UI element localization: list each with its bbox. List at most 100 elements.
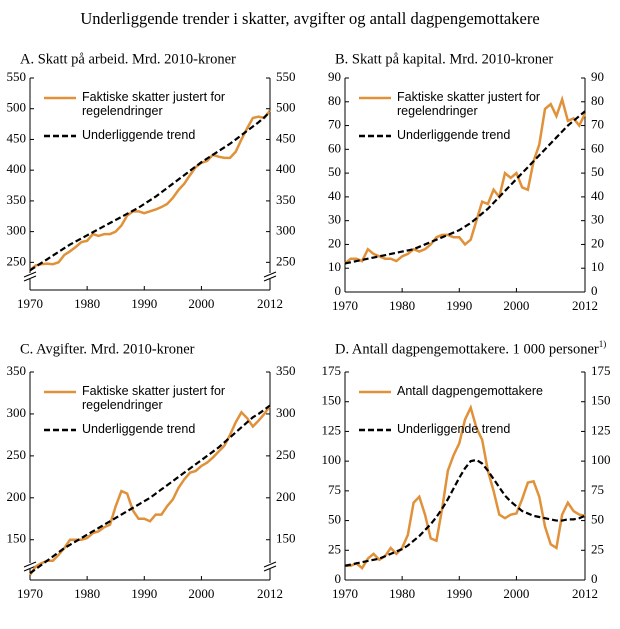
y2-tick-label: 80 — [591, 93, 604, 108]
figure-title: Underliggende trender i skatter, avgifte… — [80, 9, 539, 28]
x-tick-label: 2012 — [572, 298, 598, 313]
x-tick-label: 1980 — [74, 586, 100, 601]
y2-tick-label: 90 — [591, 69, 604, 84]
panel-title: B. Skatt på kapital. Mrd. 2010-kroner — [335, 51, 553, 67]
x-tick-label: 2000 — [188, 586, 214, 601]
y2-tick-label: 10 — [591, 259, 604, 274]
x-tick-label: 1970 — [332, 586, 358, 601]
y2-tick-label: 60 — [591, 140, 604, 155]
x-tick-label: 2000 — [503, 298, 529, 313]
x-tick-label: 1990 — [131, 586, 157, 601]
y2-tick-label: 50 — [591, 164, 604, 179]
y-tick-label: 0 — [335, 571, 342, 586]
x-tick-label: 2012 — [257, 586, 283, 601]
legend-entry: Underliggende trend — [397, 422, 511, 436]
axis-break — [263, 561, 277, 568]
y2-tick-label: 75 — [591, 482, 604, 497]
y-tick-label: 10 — [328, 259, 341, 274]
legend-label: Faktiske skatter justert for regelendrin… — [82, 90, 226, 118]
y2-tick-label: 350 — [276, 192, 296, 207]
y2-tick-label: 50 — [591, 512, 604, 527]
legend-label: Underliggende trend — [397, 128, 511, 142]
y2-tick-label: 100 — [591, 452, 611, 467]
legend-label: Faktiske skatter justert for regelendrin… — [82, 384, 226, 412]
y2-tick-label: 30 — [591, 212, 604, 227]
x-tick-label: 1970 — [332, 298, 358, 313]
legend-label: Underliggende trend — [82, 422, 196, 436]
legend-entry: Antall dagpengemottakere — [397, 384, 543, 398]
legend-label: Underliggende trend — [82, 128, 196, 142]
y2-tick-label: 70 — [591, 117, 604, 132]
axis-break-gap — [264, 273, 276, 279]
y2-tick-label: 450 — [276, 130, 296, 145]
legend-entry: Faktiske skatter justert for regelendrin… — [82, 90, 226, 118]
y-tick-label: 25 — [328, 541, 341, 556]
axis-break — [23, 275, 37, 282]
y2-tick-label: 200 — [276, 489, 296, 504]
y2-tick-label: 550 — [276, 69, 296, 84]
axis-break-gap — [24, 563, 36, 569]
legend-entry: Faktiske skatter justert for regelendrin… — [397, 90, 541, 118]
y2-tick-label: 25 — [591, 541, 604, 556]
x-tick-label: 2000 — [188, 296, 214, 311]
x-tick-label: 2012 — [257, 296, 283, 311]
y2-tick-label: 175 — [591, 363, 611, 378]
series-line — [344, 458, 586, 567]
y-tick-label: 400 — [7, 161, 27, 176]
axis-break — [23, 561, 37, 568]
y2-tick-label: 150 — [591, 393, 611, 408]
y2-tick-label: 350 — [276, 363, 296, 378]
y-tick-label: 175 — [322, 363, 342, 378]
axis-break — [23, 271, 37, 278]
y-tick-label: 20 — [328, 235, 341, 250]
axis-break — [23, 565, 37, 572]
y2-tick-label: 0 — [591, 571, 598, 586]
y2-tick-label: 300 — [276, 223, 296, 238]
x-tick-label: 1990 — [131, 296, 157, 311]
y-tick-label: 125 — [322, 422, 342, 437]
y2-tick-label: 0 — [591, 283, 598, 298]
legend-entry: Underliggende trend — [82, 422, 196, 436]
y-tick-label: 350 — [7, 363, 27, 378]
y-tick-label: 75 — [328, 482, 341, 497]
y-tick-label: 0 — [335, 283, 342, 298]
series-line — [28, 404, 272, 576]
y-tick-label: 100 — [322, 452, 342, 467]
series-line — [29, 404, 271, 575]
x-tick-label: 1980 — [389, 586, 415, 601]
legend-label: Faktiske skatter justert for regelendrin… — [397, 90, 541, 118]
y-tick-label: 350 — [7, 192, 27, 207]
y-tick-label: 90 — [328, 69, 341, 84]
y-tick-label: 200 — [7, 489, 27, 504]
x-tick-label: 1970 — [17, 296, 43, 311]
panel-title: D. Antall dagpengemottakere. 1 000 perso… — [335, 339, 606, 357]
y-tick-label: 150 — [322, 393, 342, 408]
legend-label: Underliggende trend — [397, 422, 511, 436]
x-tick-label: 1990 — [446, 586, 472, 601]
panel-title: A. Skatt på arbeid. Mrd. 2010-kroner — [20, 51, 236, 67]
y2-tick-label: 150 — [276, 531, 296, 546]
axis-break — [263, 271, 277, 278]
y2-tick-label: 125 — [591, 422, 611, 437]
y-tick-label: 500 — [7, 100, 27, 115]
y2-tick-label: 250 — [276, 253, 296, 268]
y-tick-label: 550 — [7, 69, 27, 84]
legend-entry: Underliggende trend — [397, 128, 511, 142]
x-tick-label: 1980 — [74, 296, 100, 311]
x-tick-label: 2000 — [503, 586, 529, 601]
axis-break-gap — [264, 563, 276, 569]
axis-break-gap — [24, 273, 36, 279]
x-tick-label: 1980 — [389, 298, 415, 313]
series-line — [29, 109, 271, 272]
y2-tick-label: 40 — [591, 188, 604, 203]
y-tick-label: 250 — [7, 447, 27, 462]
x-tick-label: 1970 — [17, 586, 43, 601]
y-tick-label: 50 — [328, 512, 341, 527]
legend-label: Antall dagpengemottakere — [397, 384, 543, 398]
series-line — [29, 111, 271, 272]
x-tick-label: 1990 — [446, 298, 472, 313]
y2-tick-label: 250 — [276, 447, 296, 462]
y2-tick-label: 20 — [591, 235, 604, 250]
y2-tick-label: 500 — [276, 100, 296, 115]
y-tick-label: 150 — [7, 531, 27, 546]
